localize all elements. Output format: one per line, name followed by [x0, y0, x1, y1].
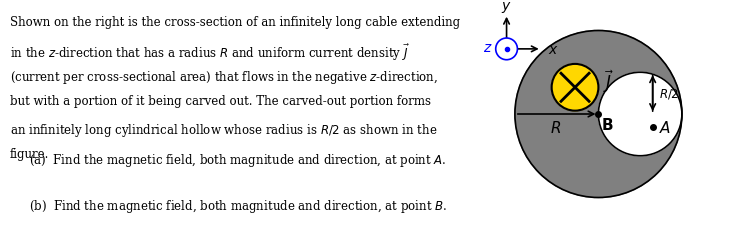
Text: $R/2$: $R/2$ [659, 87, 679, 101]
Text: an infinitely long cylindrical hollow whose radius is $R/2$ as shown in the: an infinitely long cylindrical hollow wh… [10, 121, 437, 138]
Circle shape [552, 65, 599, 111]
Text: $\mathbf{B}$: $\mathbf{B}$ [601, 117, 613, 132]
Text: figure.: figure. [10, 148, 49, 161]
Circle shape [515, 31, 682, 198]
Text: (current per cross-sectional area) that flows in the negative $z$-direction,: (current per cross-sectional area) that … [10, 69, 438, 86]
Text: (b)  Find the magnetic field, both magnitude and direction, at point $B$.: (b) Find the magnetic field, both magnit… [29, 197, 447, 214]
Text: $R$: $R$ [550, 119, 561, 135]
Text: $x$: $x$ [548, 43, 559, 57]
Text: Shown on the right is the cross-section of an infinitely long cable extending: Shown on the right is the cross-section … [10, 16, 460, 29]
Text: $y$: $y$ [501, 0, 512, 15]
Text: $A$: $A$ [659, 119, 671, 135]
Text: but with a portion of it being carved out. The carved-out portion forms: but with a portion of it being carved ou… [10, 95, 430, 108]
Circle shape [599, 73, 682, 156]
Text: (a)  Find the magnetic field, both magnitude and direction, at point $A$.: (a) Find the magnetic field, both magnit… [29, 151, 447, 168]
Text: in the $z$-direction that has a radius $R$ and uniform current density $\vec{J}$: in the $z$-direction that has a radius $… [10, 42, 410, 62]
Circle shape [496, 39, 518, 60]
Text: $\vec{J}$: $\vec{J}$ [602, 68, 614, 94]
Text: $z$: $z$ [483, 41, 493, 55]
